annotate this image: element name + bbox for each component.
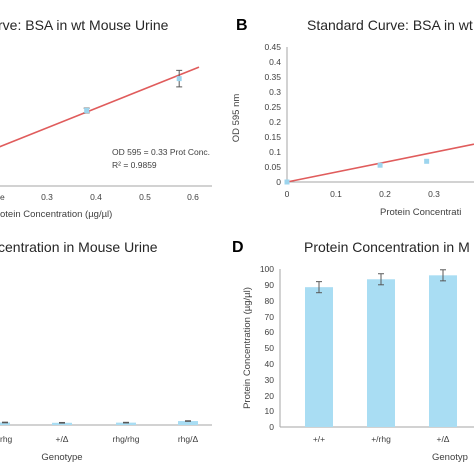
panel-d-ytick-10: 10 [265,406,275,416]
panel-a-tick-4: 0.6 [187,192,199,202]
panel-a-tick-2: 0.4 [90,192,102,202]
panel-c-tick-1: +/Δ [55,434,68,444]
panel-d-ytick-80: 80 [265,296,275,306]
panel-b-point-1 [377,162,383,168]
panel-c-bar-3 [178,421,198,425]
panel-d: D Protein Concentration in M Protein Con… [232,239,474,463]
panel-d-ytick-50: 50 [265,343,275,353]
panel-a-equation: OD 595 = 0.33 Prot Conc. [112,147,210,157]
panel-d-xtick-2: +/Δ [436,434,449,444]
panel-d-x-label: Genotyp [432,452,468,463]
panel-d-y-label: Protein Concentration (µg/µl) [242,287,253,409]
panel-b-xtick-1: 0.1 [330,189,342,199]
panel-b-ytick-015: 0.15 [264,132,281,142]
panel-a-title: rve: BSA in wt Mouse Urine [0,17,169,33]
panel-a: rve: BSA in wt Mouse Urine e 0.3 0.4 0.5… [0,17,212,220]
panel-d-bar-2 [429,275,457,427]
panel-d-ytick-90: 90 [265,280,275,290]
panel-b-ytick-035: 0.35 [264,72,281,82]
panel-b: B Standard Curve: BSA in wt OD 595 nm 0.… [231,17,474,218]
panel-d-letter: D [232,239,244,256]
panel-d-ytick-30: 30 [265,375,275,385]
panel-b-x-label: Protein Concentrati [380,207,461,218]
panel-d-ytick-0: 0 [269,422,274,432]
panel-b-ytick-005: 0.05 [264,162,281,172]
panel-b-point-0 [284,179,290,185]
panel-a-tick-0: e [0,192,5,202]
panel-b-ytick-000: 0 [276,177,281,187]
panel-c-tick-0: rhg [0,434,13,444]
panel-d-ytick-70: 70 [265,312,275,322]
panel-b-ytick-045: 0.45 [264,42,281,52]
panel-a-fit-line [0,66,200,148]
panel-d-ytick-40: 40 [265,359,275,369]
panel-b-ytick-025: 0.25 [264,102,281,112]
panel-c-bar-0 [0,422,10,425]
panel-a-tick-3: 0.5 [139,192,151,202]
panel-d-xtick-1: +/rhg [371,434,391,444]
panel-a-tick-1: 0.3 [41,192,53,202]
panel-c-bar-2 [116,422,136,425]
panel-c-title: centration in Mouse Urine [0,239,158,255]
panel-b-ytick-030: 0.3 [269,87,281,97]
panel-a-point-0 [84,107,90,113]
panel-d-bar-0 [305,287,333,427]
panel-a-r2: R² = 0.9859 [112,160,157,170]
panel-a-point-1 [176,76,182,82]
panel-d-ytick-100: 100 [260,264,274,274]
panel-b-ytick-040: 0.4 [269,57,281,67]
panel-b-xtick-3: 0.3 [428,189,440,199]
panel-c-tick-2: rhg/rhg [113,434,140,444]
panel-c-bar-1 [52,422,72,425]
panel-b-title: Standard Curve: BSA in wt [307,17,473,33]
panel-d-bar-1 [367,279,395,427]
panel-d-title: Protein Concentration in M [304,239,470,255]
panel-b-y-label: OD 595 nm [231,94,242,143]
panel-a-x-label: otein Concentration (µg/µl) [0,209,112,220]
chart-marks [0,66,474,427]
panel-b-ytick-020: 0.2 [269,117,281,127]
panel-c-x-label: Genotype [41,452,82,463]
panel-b-xtick-0: 0 [285,189,290,199]
panel-c-tick-3: rhg/Δ [178,434,199,444]
panel-b-point-2 [424,158,430,164]
panel-d-ytick-20: 20 [265,391,275,401]
panel-d-ytick-60: 60 [265,327,275,337]
panel-b-ytick-010: 0.1 [269,147,281,157]
panel-b-xtick-2: 0.2 [379,189,391,199]
panel-b-letter: B [236,17,248,34]
panel-d-xtick-0: +/+ [313,434,325,444]
panel-c: centration in Mouse Urine rhg +/Δ rhg/rh… [0,239,212,463]
